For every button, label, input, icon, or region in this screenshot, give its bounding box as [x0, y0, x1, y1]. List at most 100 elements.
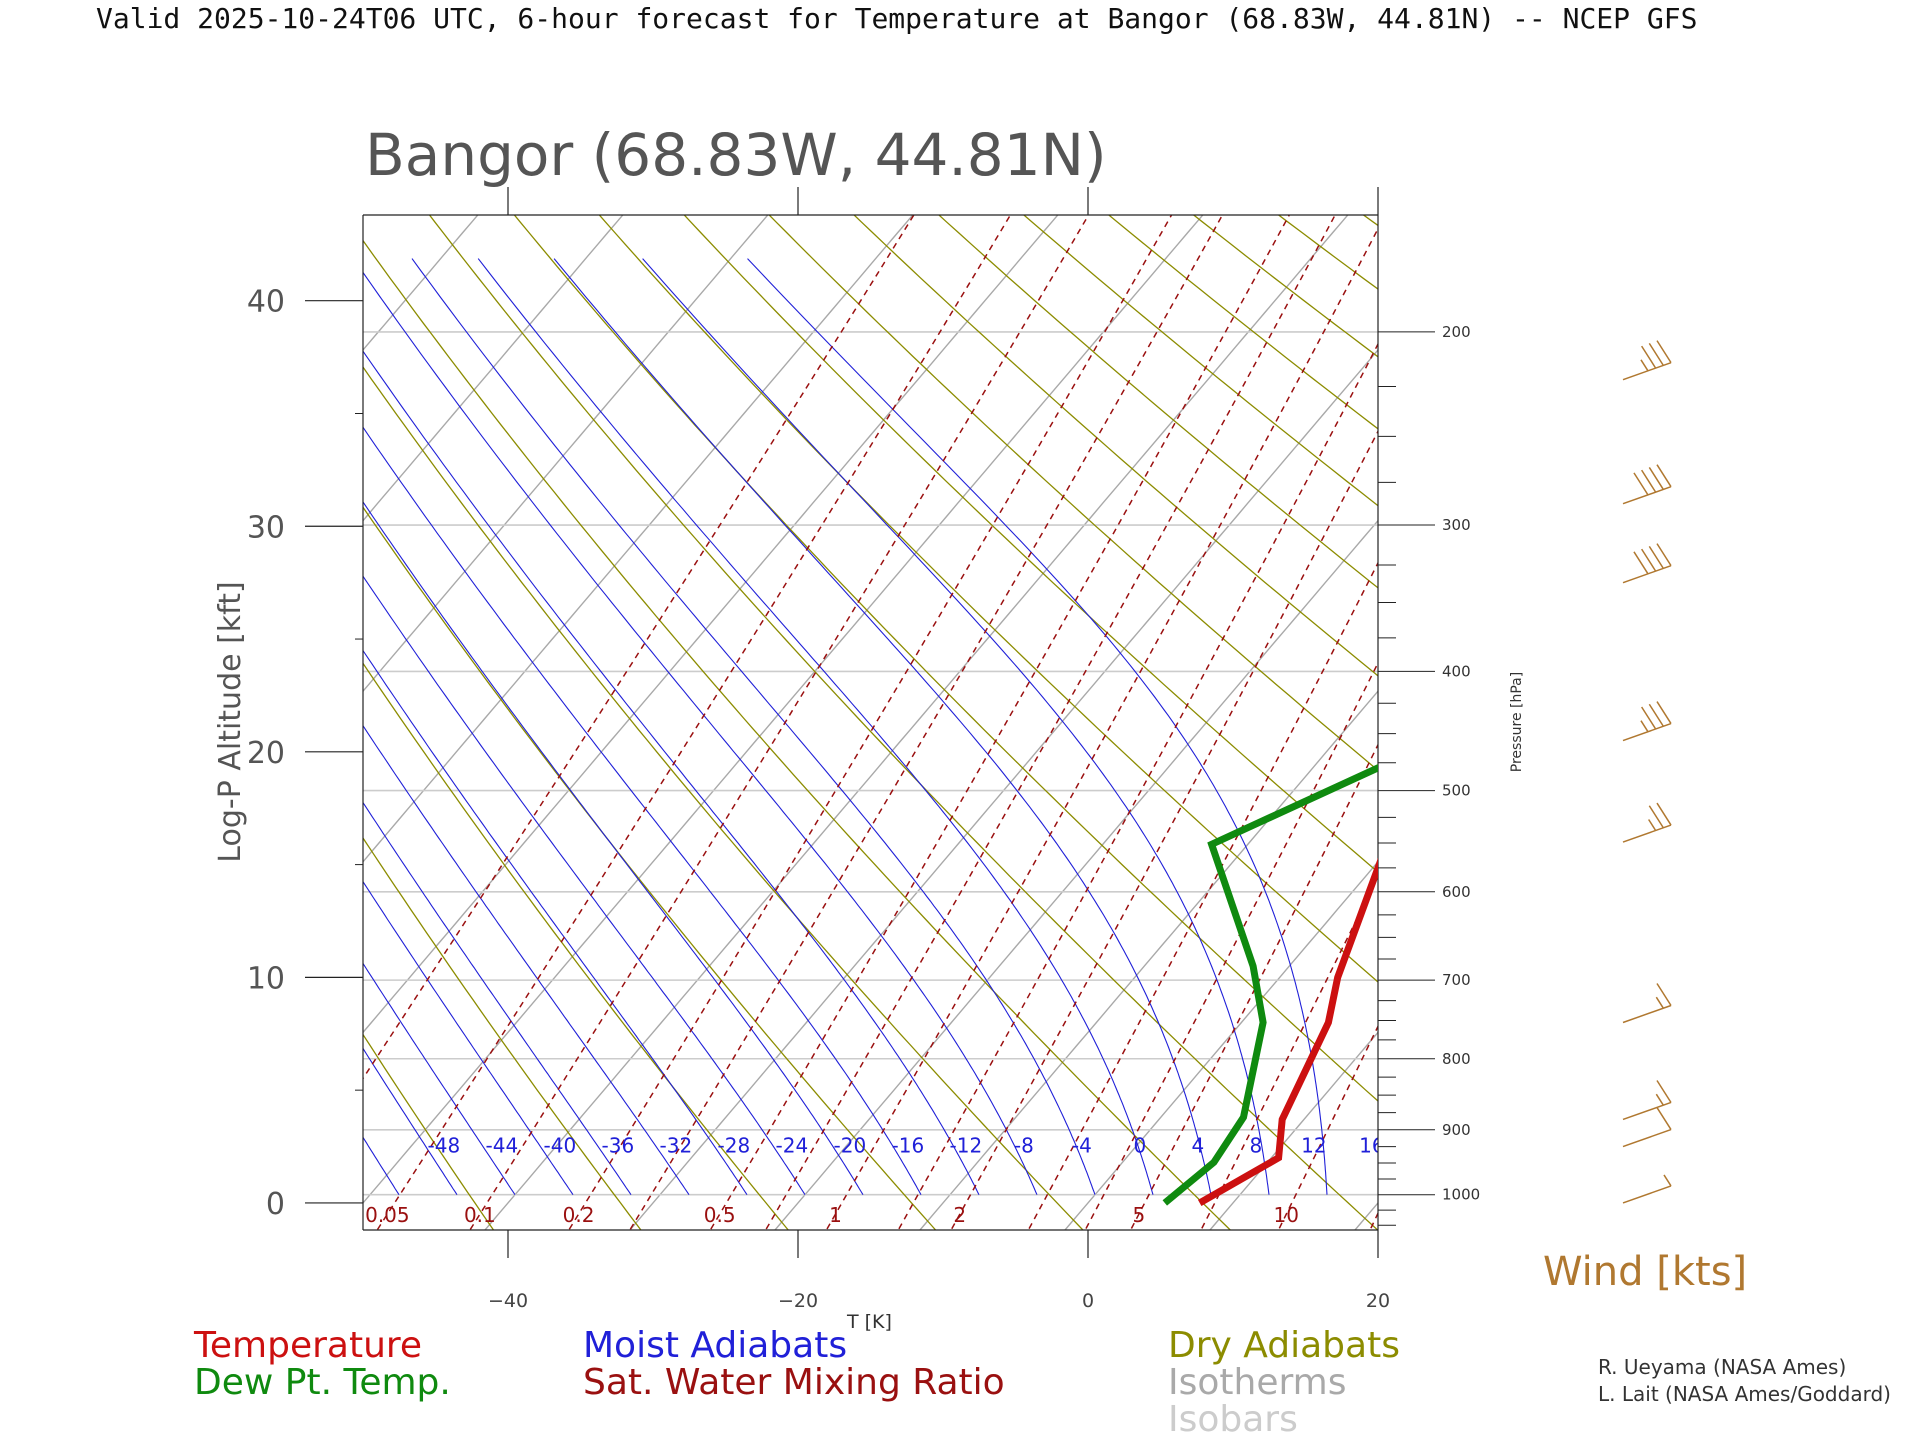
moist-adiabat-line [363, 724, 690, 1196]
credit-line: L. Lait (NASA Ames/Goddard) [1598, 1382, 1891, 1406]
moist-adiabat-label: -20 [834, 1133, 867, 1157]
mixing-ratio-label: 0.05 [365, 1203, 410, 1227]
wind-barb-flag [1648, 342, 1664, 366]
x-tick-label: 0 [1082, 1290, 1094, 1312]
wind-barb-flag [1656, 701, 1672, 724]
pressure-tick-label: 500 [1442, 782, 1471, 800]
dry-adiabat-line [1827, 188, 1920, 1248]
y-tick-label: 10 [247, 961, 285, 996]
mixing-ratio-label: 5 [1132, 1203, 1145, 1227]
wind-barb-staff [1622, 1185, 1672, 1204]
profiles [1162, 763, 1378, 1206]
wind-barb-flag [1633, 472, 1649, 496]
wind-barb [1622, 802, 1672, 843]
dewpoint-line [1162, 763, 1378, 1206]
dry-adiabat-line [513, 215, 1378, 1102]
wind-barb-flag [1641, 469, 1657, 493]
wind-barb [1622, 983, 1672, 1024]
mixing-ratio-line [1200, 874, 1378, 1230]
mixing-ratio-line [764, 215, 1336, 1230]
legend-item-isobars: Isobars [1168, 1399, 1298, 1440]
wind-barb-staff [1622, 564, 1672, 584]
dry-adiabat-line [363, 662, 790, 1230]
mixing-ratio-line [567, 215, 1173, 1230]
mixing-ratio-line [629, 215, 1224, 1230]
dry-adiabat-line [1577, 188, 1920, 1248]
wind-barb-staff [1622, 361, 1672, 381]
dry-adiabat-line [1410, 188, 1920, 1248]
wind-barb-half [1640, 359, 1649, 372]
dry-adiabat-line [683, 215, 1378, 873]
isotherm-line [1354, 1201, 1378, 1230]
moist-adiabat-label: -16 [892, 1133, 925, 1157]
wind-barb [1622, 340, 1672, 381]
pressure-tick-label: 800 [1442, 1050, 1471, 1068]
mixing-ratio-line [469, 215, 1090, 1230]
wind-barb-flag [1641, 548, 1657, 572]
moist-adiabat-line [363, 426, 922, 1195]
wind-barb-half [1648, 819, 1657, 831]
isotherm-line [1485, 188, 1920, 1248]
moist-adiabat-line [363, 649, 748, 1196]
moist-adiabat-line [363, 501, 864, 1195]
moist-adiabat-line [477, 258, 1154, 1195]
mixing-ratio-line [1369, 1211, 1378, 1230]
wind-barb-flag [1656, 340, 1672, 364]
moist-adiabat-label: 12 [1301, 1133, 1326, 1157]
isotherm-line [363, 215, 624, 522]
moist-adiabat-label: -48 [428, 1133, 461, 1157]
isotherm-line [363, 215, 769, 693]
pressure-tick-label: 700 [1442, 971, 1471, 989]
mixing-ratio-line [363, 215, 915, 1080]
isotherm-line [363, 215, 1204, 1204]
legend-item-mixing_ratio: Sat. Water Mixing Ratio [583, 1362, 1005, 1403]
moist-adiabat-label: -24 [776, 1133, 809, 1157]
mixing-ratio-label: 0.5 [704, 1203, 736, 1227]
isotherm-line [1209, 1031, 1378, 1230]
dry-adiabat-line [1362, 215, 1378, 227]
mixing-ratio-line [1084, 661, 1378, 1230]
moist-adiabat-line [363, 1136, 400, 1195]
moist-adiabat-line [411, 258, 1096, 1195]
temperature-line [1197, 857, 1378, 1206]
x-tick-label: −40 [488, 1290, 528, 1312]
dry-adiabat-line [428, 215, 1378, 1230]
moist-adiabat-line [363, 1047, 458, 1195]
dry-adiabat-line [1107, 215, 1378, 430]
pressure-tick-label: 600 [1442, 883, 1471, 901]
mixing-ratio-line [897, 342, 1378, 1230]
legend-item-temperature: Temperature [193, 1325, 422, 1366]
mixing-ratio-line [950, 429, 1378, 1230]
dry-adiabat-line [768, 215, 1378, 772]
wind-axis-label: Wind [kts] [1543, 1249, 1747, 1295]
isotherm-line [0, 188, 356, 1248]
pressure-tick-label: 400 [1442, 662, 1471, 680]
wind-barb [1622, 1174, 1672, 1204]
moist-adiabat-line [553, 258, 1212, 1195]
moist-adiabat-line [363, 880, 574, 1196]
dry-adiabat-line [853, 215, 1378, 677]
wind-barb-flag [1648, 545, 1664, 569]
isotherm-line [0, 188, 211, 1248]
dry-adiabat-line [1910, 188, 1920, 1248]
header-title: Valid 2025-10-24T06 UTC, 6-hour forecast… [96, 2, 1697, 35]
isotherm-line [0, 188, 66, 1248]
dry-adiabat-line [363, 239, 1232, 1230]
wind-barb-flag [1656, 543, 1672, 567]
moist-adiabat-label: -28 [718, 1133, 751, 1157]
mixing-ratio-line [376, 215, 1012, 1230]
wind-barbs: Wind [kts] [1543, 340, 1747, 1295]
wind-barb [1622, 1080, 1672, 1121]
wind-barb-staff [1622, 1128, 1672, 1148]
pressure-tick-label: 200 [1442, 323, 1471, 341]
moist-adiabat-line [747, 258, 1328, 1195]
wind-barb-flag [1656, 1107, 1672, 1130]
moist-adiabat-label: -12 [950, 1133, 983, 1157]
moist-adiabat-label: -40 [544, 1133, 577, 1157]
wind-barb-half [1663, 1174, 1672, 1187]
wind-barb-half [1655, 996, 1664, 1009]
dry-adiabat-line [1744, 188, 1920, 1248]
moist-adiabat-line [363, 350, 980, 1195]
isotherm-line [363, 215, 914, 863]
